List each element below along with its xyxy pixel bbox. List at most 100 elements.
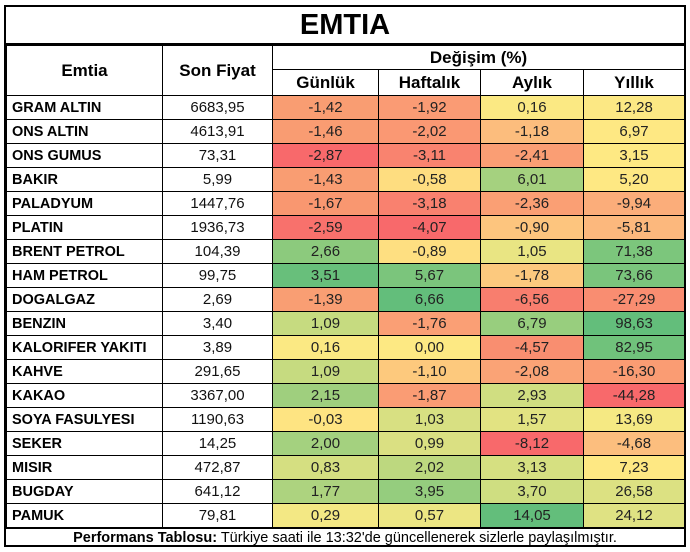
change-cell-haftalik: -1,76 bbox=[378, 311, 481, 336]
change-cell-gunluk: 0,29 bbox=[272, 503, 379, 528]
table-row: ONS GUMUS 73,31 -2,87 -3,11 -2,41 3,15 bbox=[6, 143, 686, 168]
change-cell-yillik: 6,97 bbox=[582, 119, 686, 144]
change-cell-gunluk: 1,09 bbox=[272, 359, 379, 384]
header-row-top: Emtia Son Fiyat Değişim (%) bbox=[6, 45, 686, 96]
change-cell-aylik: -1,78 bbox=[480, 263, 584, 288]
change-cell-gunluk: -1,39 bbox=[272, 287, 379, 312]
page-title: EMTIA bbox=[6, 7, 684, 45]
change-cell-haftalik: 6,66 bbox=[378, 287, 481, 312]
price-cell: 79,81 bbox=[162, 503, 273, 528]
commodity-name-cell: GRAM ALTIN bbox=[6, 95, 163, 120]
price-cell: 1190,63 bbox=[162, 407, 273, 432]
change-cell-yillik: -9,94 bbox=[582, 191, 686, 216]
change-cell-aylik: 0,16 bbox=[480, 95, 584, 120]
table-row: SEKER 14,25 2,00 0,99 -8,12 -4,68 bbox=[6, 431, 686, 456]
commodity-name-cell: KAHVE bbox=[6, 359, 163, 384]
commodity-name-cell: BRENT PETROL bbox=[6, 239, 163, 264]
change-cell-aylik: -8,12 bbox=[480, 431, 584, 456]
price-cell: 6683,95 bbox=[162, 95, 273, 120]
change-cell-haftalik: -2,02 bbox=[378, 119, 481, 144]
change-cell-yillik: -27,29 bbox=[582, 287, 686, 312]
commodity-table-frame: EMTIA Emtia Son Fiyat Değişim (%) Günlük… bbox=[4, 5, 686, 547]
table-row: ONS ALTIN 4613,91 -1,46 -2,02 -1,18 6,97 bbox=[6, 119, 686, 144]
change-cell-haftalik: -1,87 bbox=[378, 383, 481, 408]
column-header-yillik: Yıllık bbox=[582, 69, 686, 96]
change-cell-gunluk: -1,67 bbox=[272, 191, 379, 216]
table-body: GRAM ALTIN 6683,95 -1,42 -1,92 0,16 12,28 ONS … bbox=[6, 95, 686, 528]
footer-note-text: Türkiye saati ile 13:32'de güncellenerek… bbox=[217, 530, 617, 546]
change-cell-gunluk: -1,46 bbox=[272, 119, 379, 144]
commodity-table: Emtia Son Fiyat Değişim (%) Günlük Hafta… bbox=[6, 45, 686, 528]
change-cell-aylik: 6,01 bbox=[480, 167, 584, 192]
change-cell-yillik: -16,30 bbox=[582, 359, 686, 384]
change-cell-haftalik: 0,99 bbox=[378, 431, 481, 456]
change-cell-yillik: 24,12 bbox=[582, 503, 686, 528]
change-cell-aylik: 1,57 bbox=[480, 407, 584, 432]
change-cell-yillik: 12,28 bbox=[582, 95, 686, 120]
price-cell: 291,65 bbox=[162, 359, 273, 384]
change-cell-yillik: 3,15 bbox=[582, 143, 686, 168]
change-cell-yillik: 98,63 bbox=[582, 311, 686, 336]
price-cell: 14,25 bbox=[162, 431, 273, 456]
change-cell-aylik: -1,18 bbox=[480, 119, 584, 144]
change-cell-yillik: -44,28 bbox=[582, 383, 686, 408]
price-cell: 3,89 bbox=[162, 335, 273, 360]
change-cell-aylik: -6,56 bbox=[480, 287, 584, 312]
column-header-emtia: Emtia bbox=[6, 45, 163, 96]
price-cell: 3,40 bbox=[162, 311, 273, 336]
change-cell-haftalik: -3,18 bbox=[378, 191, 481, 216]
commodity-name-cell: BUGDAY bbox=[6, 479, 163, 504]
price-cell: 1936,73 bbox=[162, 215, 273, 240]
table-row: DOGALGAZ 2,69 -1,39 6,66 -6,56 -27,29 bbox=[6, 287, 686, 312]
column-header-gunluk: Günlük bbox=[272, 69, 379, 96]
commodity-name-cell: KAKAO bbox=[6, 383, 163, 408]
change-cell-aylik: -2,08 bbox=[480, 359, 584, 384]
table-row: PAMUK 79,81 0,29 0,57 14,05 24,12 bbox=[6, 503, 686, 528]
table-row: KAKAO 3367,00 2,15 -1,87 2,93 -44,28 bbox=[6, 383, 686, 408]
change-cell-haftalik: -3,11 bbox=[378, 143, 481, 168]
change-cell-haftalik: 5,67 bbox=[378, 263, 481, 288]
change-cell-gunluk: -0,03 bbox=[272, 407, 379, 432]
change-cell-gunluk: 0,83 bbox=[272, 455, 379, 480]
table-row: KALORIFER YAKITI 3,89 0,16 0,00 -4,57 82,95 bbox=[6, 335, 686, 360]
change-cell-aylik: 2,93 bbox=[480, 383, 584, 408]
column-header-degisim: Değişim (%) bbox=[271, 45, 686, 70]
column-header-haftalik: Haftalık bbox=[378, 69, 481, 96]
price-cell: 3367,00 bbox=[162, 383, 273, 408]
change-cell-yillik: 73,66 bbox=[582, 263, 686, 288]
price-cell: 73,31 bbox=[162, 143, 273, 168]
table-row: BRENT PETROL 104,39 2,66 -0,89 1,05 71,38 bbox=[6, 239, 686, 264]
change-cell-gunluk: -1,42 bbox=[272, 95, 379, 120]
change-cell-yillik: 5,20 bbox=[582, 167, 686, 192]
commodity-name-cell: BENZIN bbox=[6, 311, 163, 336]
table-row: MISIR 472,87 0,83 2,02 3,13 7,23 bbox=[6, 455, 686, 480]
header-row-sub: Günlük Haftalık Aylık Yıllık bbox=[7, 69, 686, 96]
change-cell-yillik: 71,38 bbox=[582, 239, 686, 264]
table-row: BAKIR 5,99 -1,43 -0,58 6,01 5,20 bbox=[6, 167, 686, 192]
change-cell-aylik: 6,79 bbox=[480, 311, 584, 336]
change-cell-haftalik: 3,95 bbox=[378, 479, 481, 504]
footer-note: Performans Tablosu: Türkiye saati ile 13… bbox=[6, 528, 684, 548]
price-cell: 472,87 bbox=[162, 455, 273, 480]
change-cell-aylik: -0,90 bbox=[480, 215, 584, 240]
table-row: GRAM ALTIN 6683,95 -1,42 -1,92 0,16 12,28 bbox=[6, 95, 686, 120]
commodity-name-cell: PAMUK bbox=[6, 503, 163, 528]
change-cell-gunluk: -2,87 bbox=[272, 143, 379, 168]
commodity-name-cell: BAKIR bbox=[6, 167, 163, 192]
commodity-name-cell: SEKER bbox=[6, 431, 163, 456]
table-row: PALADYUM 1447,76 -1,67 -3,18 -2,36 -9,94 bbox=[6, 191, 686, 216]
commodity-name-cell: ONS ALTIN bbox=[6, 119, 163, 144]
price-cell: 4613,91 bbox=[162, 119, 273, 144]
commodity-name-cell: SOYA FASULYESI bbox=[6, 407, 163, 432]
footer-note-label: Performans Tablosu: bbox=[73, 530, 218, 546]
change-cell-haftalik: 0,00 bbox=[378, 335, 481, 360]
table-row: BENZIN 3,40 1,09 -1,76 6,79 98,63 bbox=[6, 311, 686, 336]
price-cell: 99,75 bbox=[162, 263, 273, 288]
change-cell-aylik: -2,36 bbox=[480, 191, 584, 216]
change-cell-gunluk: 0,16 bbox=[272, 335, 379, 360]
commodity-name-cell: ONS GUMUS bbox=[6, 143, 163, 168]
price-cell: 2,69 bbox=[162, 287, 273, 312]
change-cell-gunluk: -2,59 bbox=[272, 215, 379, 240]
change-cell-haftalik: 0,57 bbox=[378, 503, 481, 528]
column-header-aylik: Aylık bbox=[480, 69, 584, 96]
